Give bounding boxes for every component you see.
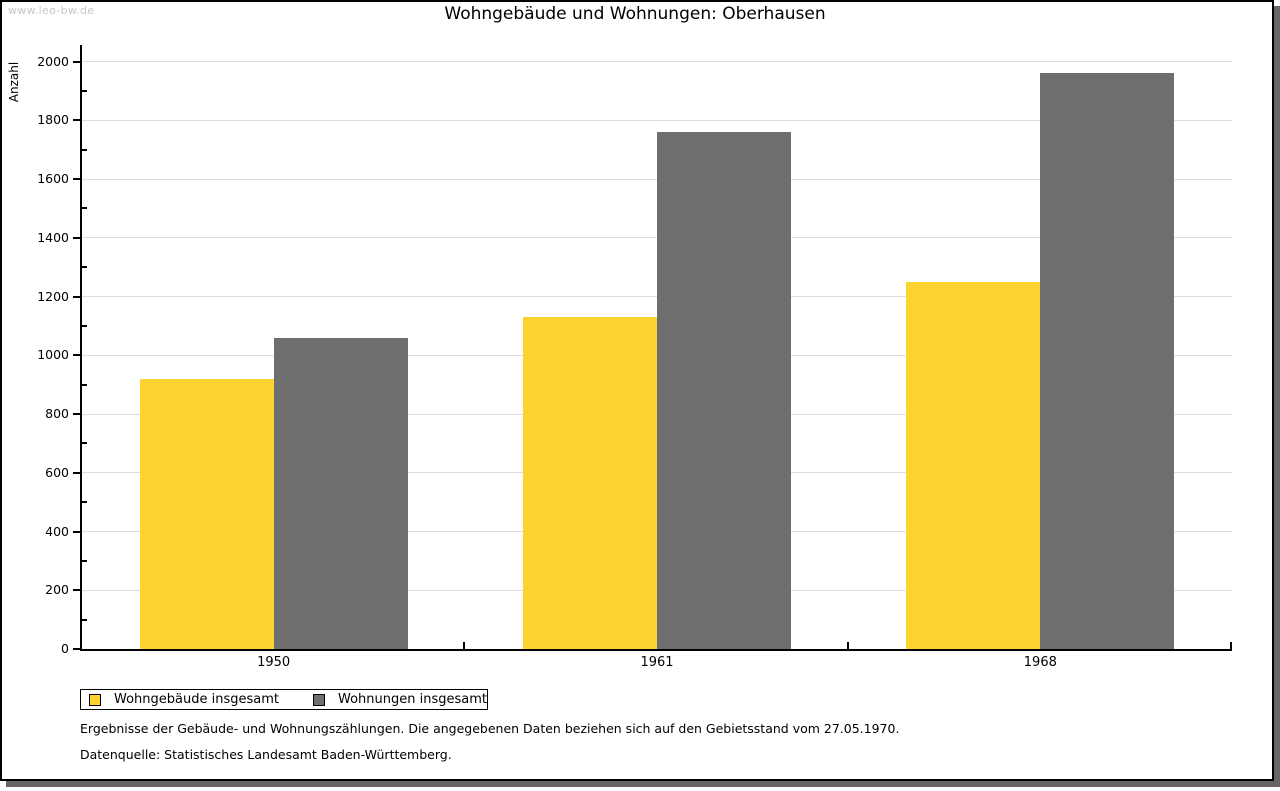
bar-wohngebäude-1968: [906, 281, 1041, 649]
x-category-label-1968: 1968: [1023, 655, 1057, 670]
footnote-source-note: Ergebnisse der Gebäude- und Wohnungszähl…: [80, 721, 900, 736]
y-minor-tick-1100: [82, 324, 87, 327]
y-tick-label-2000: 2000: [37, 53, 69, 69]
y-tick-label-1000: 1000: [37, 347, 69, 363]
x-category-label-1961: 1961: [640, 655, 674, 670]
y-minor-tick-100: [82, 618, 87, 621]
y-minor-tick-300: [82, 559, 87, 562]
y-minor-tick-700: [82, 442, 87, 445]
y-minor-tick-1500: [82, 207, 87, 210]
chart-title: Wohngebäude und Wohnungen: Oberhausen: [444, 4, 826, 24]
legend-label-wohngebaeude: Wohngebäude insgesamt: [114, 692, 279, 707]
y-tick-800: [73, 413, 82, 415]
bar-wohnungen-1961: [657, 132, 791, 649]
y-tick-label-1600: 1600: [37, 171, 69, 186]
y-tick-400: [73, 530, 82, 533]
y-tick-label-1800: 1800: [37, 112, 69, 128]
y-minor-tick-500: [82, 501, 87, 504]
footnote-data-source: Datenquelle: Statistisches Landesamt Bad…: [80, 747, 452, 762]
y-tick-1600: [73, 178, 82, 180]
y-tick-label-200: 200: [45, 582, 69, 598]
y-tick-1000: [73, 354, 82, 357]
x-category-label-1950: 1950: [257, 655, 291, 670]
legend-item-wohnungen: Wohnungen insgesamt: [313, 692, 487, 707]
y-tick-0: [73, 648, 82, 650]
bar-wohnungen-1968: [1040, 73, 1175, 649]
x-tick-1968: [1230, 642, 1232, 649]
y-tick-label-400: 400: [45, 523, 69, 539]
legend-swatch-wohnungen: [313, 693, 325, 706]
gridline-1800: [82, 119, 1232, 121]
gridline-2000: [82, 61, 1232, 62]
legend-label-wohnungen: Wohnungen insgesamt: [338, 692, 487, 707]
y-tick-200: [73, 589, 82, 592]
y-tick-1800: [73, 119, 82, 122]
y-tick-label-0: 0: [61, 641, 69, 656]
y-tick-label-600: 600: [45, 464, 69, 480]
y-tick-label-800: 800: [45, 406, 69, 421]
y-tick-label-1200: 1200: [37, 288, 69, 304]
bar-wohngebäude-1961: [523, 317, 657, 649]
y-minor-tick-1700: [82, 148, 87, 151]
y-tick-1400: [73, 236, 82, 239]
watermark: www.leo-bw.de: [8, 4, 95, 17]
plot-area: 0 200 400 600 800 1000 1200 1400 1600 1800 2000 195…: [37, 45, 1232, 670]
x-tick-1961: [846, 642, 849, 649]
y-tick-600: [73, 471, 82, 474]
x-tick-1950: [463, 642, 466, 649]
y-minor-tick-1300: [82, 266, 87, 269]
y-minor-tick-900: [82, 383, 87, 386]
legend-swatch-wohngebaeude: [89, 693, 101, 706]
legend: Wohngebäude insgesamt Wohnungen insgesam…: [80, 689, 488, 710]
y-tick-label-1400: 1400: [37, 229, 69, 245]
bar-wohngebäude-1950: [139, 378, 274, 649]
bar-wohnungen-1950: [273, 337, 408, 649]
legend-item-wohngebaeude: Wohngebäude insgesamt: [89, 692, 279, 707]
y-tick-1200: [73, 295, 82, 298]
y-minor-tick-1900: [82, 89, 87, 92]
y-tick-2000: [73, 60, 82, 63]
